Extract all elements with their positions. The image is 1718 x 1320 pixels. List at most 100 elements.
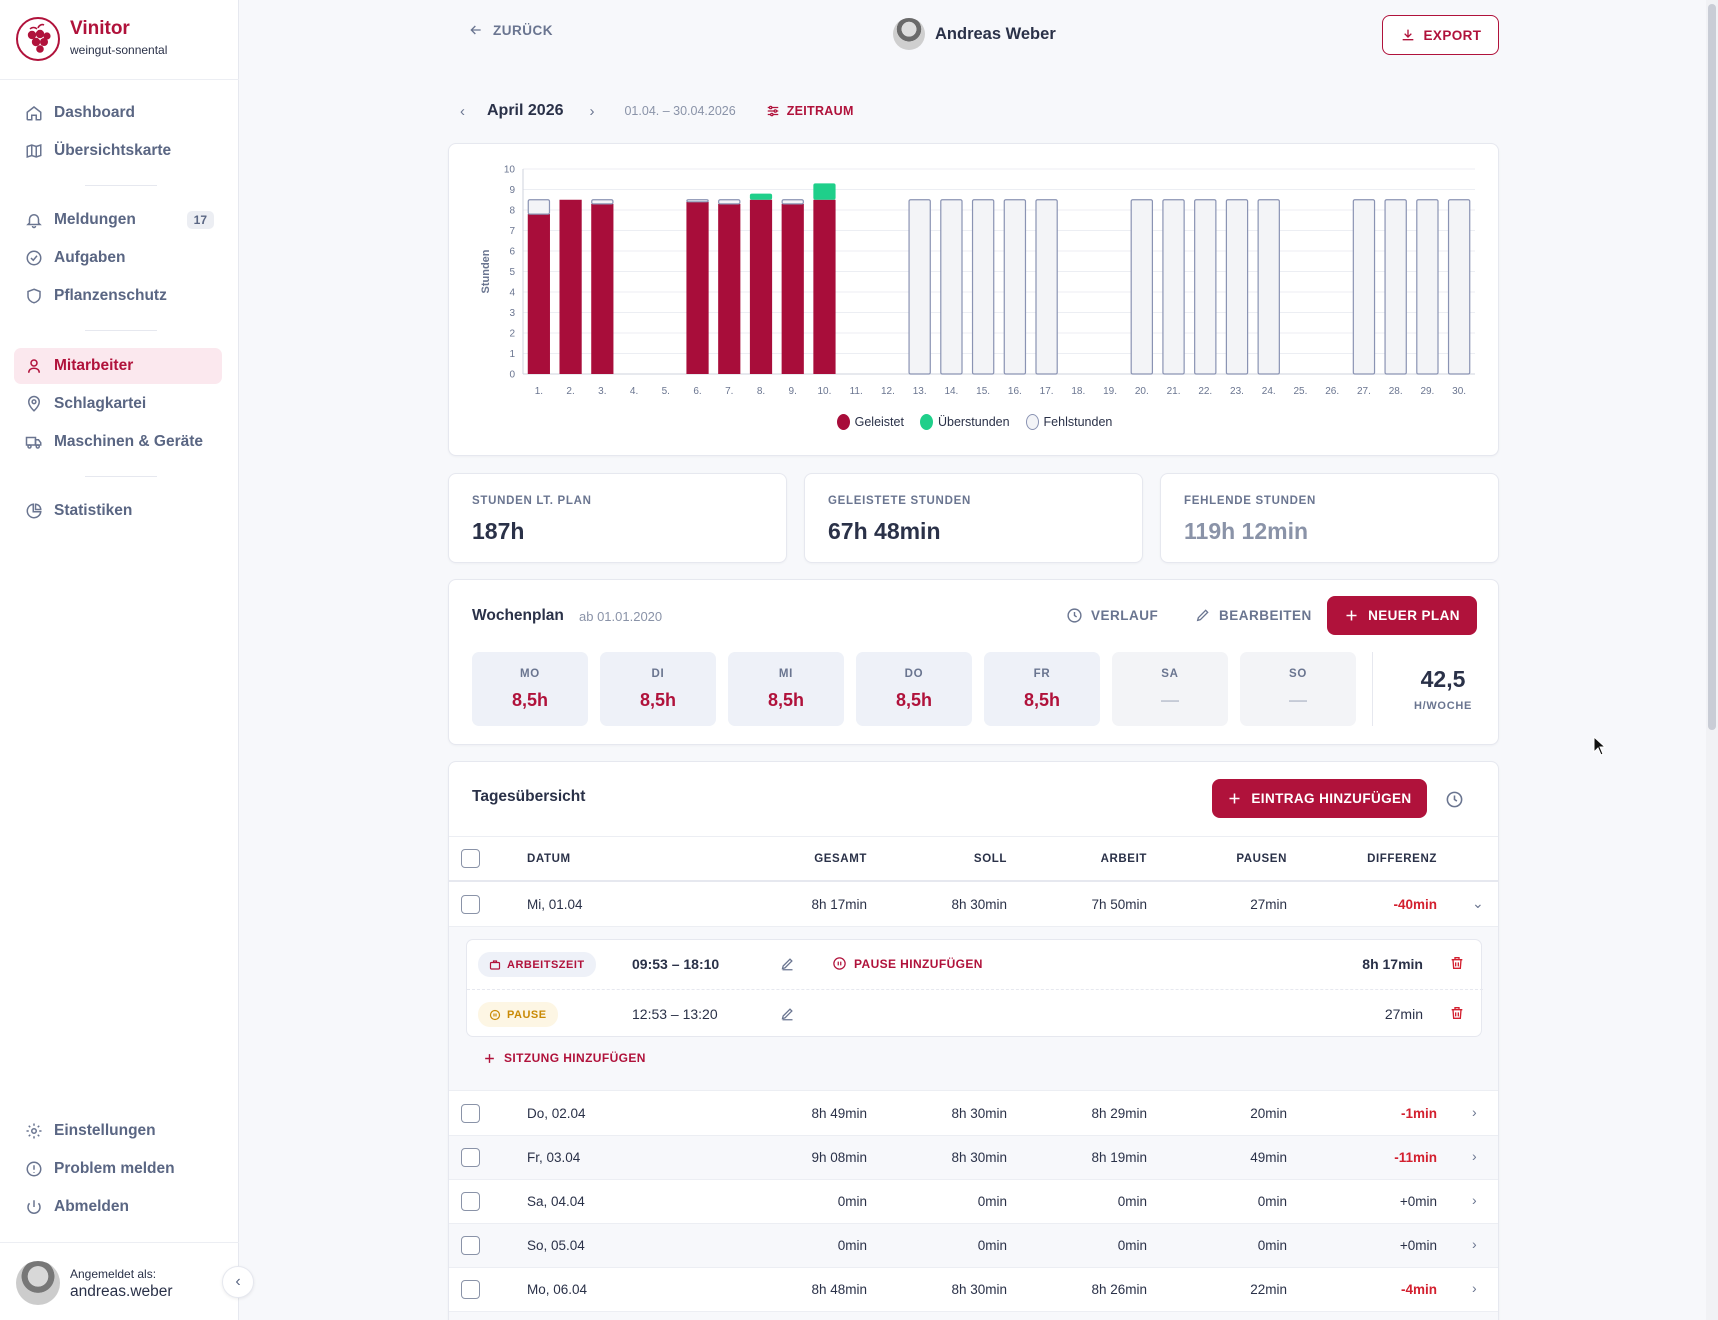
bar-fehlstunden [1162,199,1185,375]
stat-card-worked: GELEISTETE STUNDEN 67h 48min [804,473,1143,563]
sidebar-item-statistiken[interactable]: Statistiken [14,493,222,529]
weekday-friday: FR 8,5h [984,652,1100,726]
column-header-gesamt[interactable]: GESAMT [814,853,867,865]
sidebar-item-schlagkartei[interactable]: Schlagkartei [14,386,222,422]
row-checkbox[interactable] [461,895,480,914]
zeitraum-button[interactable]: ZEITRAUM [766,104,854,118]
sidebar-item-aufgaben[interactable]: Aufgaben [14,240,222,276]
cell-gesamt: 8h 48min [811,1282,867,1297]
chevron-right-icon[interactable]: › [1472,1192,1477,1208]
history-button[interactable]: VERLAUF [1066,607,1158,624]
sidebar-item-mitarbeiter[interactable]: Mitarbeiter [14,348,222,384]
x-tick-label: 16. [1008,386,1022,397]
column-header-differenz[interactable]: DIFFERENZ [1367,853,1437,865]
pencil-icon [1196,609,1209,622]
row-checkbox[interactable] [461,1280,480,1299]
notification-count-badge: 17 [186,211,214,229]
legend-item-ueberstunden[interactable]: Überstunden [919,414,1010,430]
edit-plan-button[interactable]: BEARBEITEN [1195,607,1312,623]
table-row[interactable]: Fr, 03.04 9h 08min 8h 30min 8h 19min 49m… [449,1136,1498,1180]
trash-icon[interactable] [1449,955,1465,971]
weekday-name: SA [1161,668,1179,680]
y-tick-label: 1 [509,349,515,360]
page-scrollbar[interactable] [1706,0,1718,1320]
chevron-down-icon[interactable]: ⌄ [1472,895,1484,911]
x-tick-label: 29. [1420,386,1434,397]
bar-fehlstunden [1003,199,1027,375]
legend-item-fehlstunden[interactable]: Fehlstunden [1025,414,1112,430]
row-checkbox[interactable] [461,1148,480,1167]
employee-name: Andreas Weber [935,24,1056,43]
sidebar-item-maschinen[interactable]: Maschinen & Geräte [14,424,222,460]
table-row[interactable]: Sa, 04.04 0min 0min 0min 0min +0min › [449,1180,1498,1224]
previous-month-chevron-icon[interactable]: ‹ [460,102,465,120]
avatar [893,18,925,50]
row-checkbox[interactable] [461,1104,480,1123]
back-button[interactable]: ZURÜCK [468,22,553,38]
collapse-sidebar-button[interactable]: ‹ [222,1266,254,1298]
weekday-name: DI [651,668,665,680]
sidebar-item-abmelden[interactable]: Abmelden [14,1189,222,1225]
weekday-wednesday: MI 8,5h [728,652,844,726]
column-header-arbeit[interactable]: ARBEIT [1100,853,1147,865]
sidebar-item-label: Aufgaben [54,249,126,266]
table-row[interactable] [449,1312,1498,1320]
cell-soll: 8h 30min [951,1282,1007,1297]
x-tick-label: 5. [662,386,670,397]
chevron-right-icon[interactable]: › [1472,1236,1477,1252]
bar-fehlstunden [1447,199,1471,375]
sidebar-item-dashboard[interactable]: Dashboard [14,95,222,131]
weekday-hours: 8,5h [511,690,549,710]
sidebar-item-meldungen[interactable]: Meldungen 17 [14,202,222,238]
chevron-right-icon[interactable]: › [1472,1104,1477,1120]
legend-item-geleistet[interactable]: Geleistet [836,414,904,430]
column-header-datum[interactable]: DATUM [527,853,571,865]
cell-pausen: 0min [1257,1238,1287,1253]
pause-tag-label: PAUSE [507,1008,547,1021]
cell-gesamt: 8h 17min [811,897,867,912]
bell-icon [24,210,44,230]
trash-icon[interactable] [1449,1005,1465,1021]
x-tick-label: 27. [1357,386,1371,397]
export-button[interactable]: EXPORT [1382,15,1499,55]
x-tick-label: 21. [1167,386,1181,397]
row-checkbox[interactable] [461,1192,480,1211]
chevron-right-icon[interactable]: › [1472,1148,1477,1164]
row-checkbox[interactable] [461,1236,480,1255]
session-row-pause: PAUSE 12:53 – 13:20 27min [467,989,1483,1038]
new-plan-button[interactable]: NEUER PLAN [1327,596,1477,635]
column-header-soll[interactable]: SOLL [973,853,1007,865]
chevron-right-icon[interactable]: › [1472,1280,1477,1296]
table-row[interactable]: Mi, 01.04 8h 17min 8h 30min 7h 50min 27m… [449,883,1498,927]
bar-ueberstunden [813,183,836,200]
stat-value: 67h 48min [828,518,941,544]
grape-logo-icon[interactable] [16,17,60,61]
select-all-checkbox[interactable] [461,849,480,868]
y-tick-label: 7 [509,226,515,237]
pencil-icon[interactable] [780,956,795,971]
add-session-button[interactable]: SITZUNG HINZUFÜGEN [483,1051,646,1065]
cell-differenz: -1min [1400,1106,1437,1121]
work-tag: ARBEITSZEIT [478,952,596,977]
add-pause-button[interactable]: PAUSE HINZUFÜGEN [832,956,983,971]
table-row[interactable]: Do, 02.04 8h 49min 8h 30min 8h 29min 20m… [449,1092,1498,1136]
sidebar-item-einstellungen[interactable]: Einstellungen [14,1113,222,1149]
scrollbar-thumb[interactable] [1708,4,1716,730]
sidebar-item-uebersichtskarte[interactable]: Übersichtskarte [14,133,222,169]
zeitraum-label: ZEITRAUM [786,104,854,118]
column-header-pausen[interactable]: PAUSEN [1236,853,1287,865]
add-entry-button[interactable]: EINTRAG HINZUFÜGEN [1212,779,1427,818]
sidebar-item-pflanzenschutz[interactable]: Pflanzenschutz [14,278,222,314]
weekday-hours: 8,5h [767,690,805,710]
cell-pausen: 49min [1250,1150,1287,1165]
stat-label: GELEISTETE STUNDEN [828,495,971,507]
pencil-icon[interactable] [780,1006,795,1021]
sidebar-item-problem-melden[interactable]: Problem melden [14,1151,222,1187]
table-row[interactable]: So, 05.04 0min 0min 0min 0min +0min › [449,1224,1498,1268]
cell-arbeit: 8h 19min [1091,1150,1147,1165]
next-month-chevron-icon[interactable]: › [589,102,595,120]
table-row[interactable]: Mo, 06.04 8h 48min 8h 30min 8h 26min 22m… [449,1268,1498,1312]
history-clock-icon[interactable] [1445,790,1464,809]
x-tick-label: 7. [725,386,733,397]
bar-fehlstunden [781,199,804,205]
